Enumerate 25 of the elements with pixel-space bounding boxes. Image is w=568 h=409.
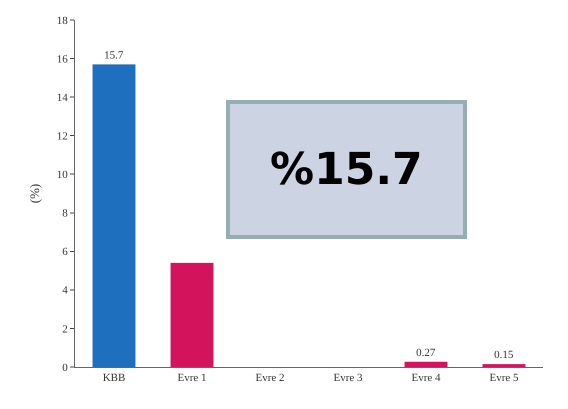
- y-tick-label: 14: [56, 92, 68, 104]
- y-tick-label: 16: [56, 53, 68, 66]
- annotation: %15.7: [270, 144, 423, 195]
- y-tick-label: 6: [62, 246, 68, 258]
- y-tick-label: 0: [62, 362, 68, 374]
- x-tick-label: KBB: [102, 372, 126, 384]
- y-tick-label: 12: [56, 130, 68, 143]
- bar: [482, 364, 526, 367]
- bar: [170, 262, 214, 367]
- data-label: 0.15: [494, 349, 514, 362]
- data-label: 15.7: [104, 49, 124, 62]
- y-tick-label: 18: [56, 14, 68, 27]
- x-tick-label: Evre 4: [411, 372, 442, 384]
- y-tick-label: 8: [62, 208, 68, 220]
- y-tick-label: 10: [56, 169, 68, 182]
- y-axis-title: (%): [27, 184, 42, 204]
- x-tick-label: Evre 5: [489, 372, 520, 384]
- x-tick-label: Evre 1: [177, 372, 207, 384]
- x-tick-label: Evre 3: [333, 372, 364, 384]
- data-label: 0.27: [416, 346, 436, 359]
- bar: [92, 64, 136, 367]
- y-tick-label: 4: [62, 284, 68, 297]
- y-tick-label: 2: [62, 323, 68, 336]
- bar: [404, 362, 448, 367]
- x-tick-label: Evre 2: [255, 372, 285, 384]
